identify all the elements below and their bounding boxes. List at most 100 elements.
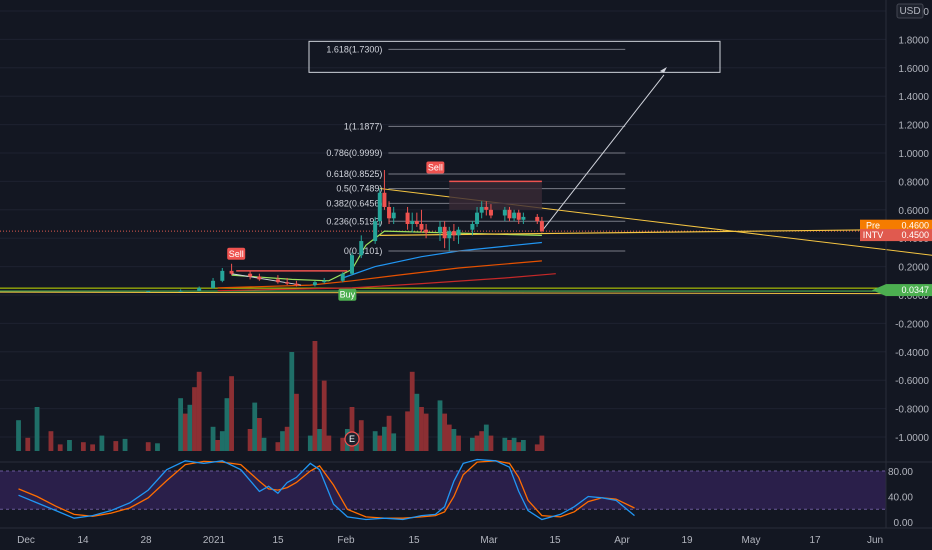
- volume-bar: [479, 431, 485, 451]
- candle-body: [220, 270, 225, 281]
- ma-long: [217, 260, 542, 289]
- time-tick-label: May: [742, 535, 761, 546]
- volume-bar: [182, 413, 188, 451]
- candle-body: [322, 280, 327, 283]
- volume-bar: [414, 393, 420, 451]
- fib-label: 1(1.1877): [344, 121, 383, 131]
- candle-body: [438, 226, 442, 233]
- fib-label: 0.382(0.6456): [326, 198, 382, 208]
- time-tick-label: Mar: [480, 535, 498, 546]
- volume-bar: [80, 442, 86, 451]
- volume-bar: [178, 398, 184, 451]
- volume-bar: [437, 400, 443, 451]
- sell-signal: Sell: [227, 247, 246, 260]
- volume-bar: [215, 440, 221, 451]
- candle-body: [424, 229, 429, 233]
- signal-badge: [338, 288, 357, 301]
- flag-line: [231, 273, 302, 286]
- volume-bar: [326, 435, 332, 451]
- stoch-tick-label: 0.00: [894, 518, 914, 529]
- candle-body: [539, 221, 544, 232]
- buy-signal: Buy: [338, 288, 357, 301]
- earnings-marker[interactable]: E: [344, 431, 360, 447]
- volume-bar: [451, 429, 457, 451]
- projection-arrow: [541, 74, 665, 232]
- signal-label: Buy: [340, 290, 356, 300]
- stoch-k-line: [18, 458, 635, 521]
- price-tick-label: 1.6000: [898, 64, 929, 75]
- candle-body: [456, 229, 461, 236]
- time-tick-label: 15: [272, 535, 284, 546]
- candle-body: [294, 283, 299, 286]
- volume-bar: [192, 387, 197, 451]
- volume-bar: [294, 393, 299, 451]
- volume-bar: [488, 435, 494, 451]
- stoch-tick-label: 80.00: [888, 467, 913, 478]
- volume-bar: [16, 420, 21, 451]
- volume-bar: [409, 371, 415, 451]
- volume-bar: [48, 431, 54, 451]
- price-label-value: 0.0347: [901, 285, 929, 295]
- price-tick-label: 1.0000: [898, 149, 929, 160]
- volume-bar: [358, 420, 364, 451]
- volume-bar: [340, 437, 346, 451]
- volume-bar: [321, 380, 327, 451]
- time-tick-label: Dec: [17, 535, 35, 546]
- currency-label: USD: [899, 6, 920, 17]
- volume-bar: [122, 438, 128, 451]
- volume-bar: [312, 341, 318, 451]
- volume-bar: [90, 444, 96, 451]
- time-tick-label: Feb: [337, 535, 355, 546]
- volume-bar: [247, 429, 253, 451]
- volume-bar: [284, 426, 290, 451]
- candle-body: [359, 241, 364, 256]
- volume-bar: [219, 431, 225, 451]
- candle-body: [516, 212, 521, 220]
- time-tick-label: 14: [77, 535, 89, 546]
- fib-label: 1.618(1.7300): [326, 44, 382, 54]
- candle-body: [350, 255, 354, 274]
- horizontal-trend-line: [379, 229, 887, 236]
- annotations: Sell Buy Sell E: [227, 161, 445, 447]
- candle-body: [257, 276, 262, 280]
- time-tick-label: Jun: [867, 535, 883, 546]
- candle-body: [312, 282, 317, 286]
- volume-bar: [511, 437, 517, 451]
- candle-body: [248, 273, 253, 277]
- candle-body: [442, 226, 447, 239]
- price-tick-label: -1.0000: [895, 433, 929, 444]
- price-label-name: INTV: [863, 230, 884, 240]
- volume-bar: [145, 442, 151, 451]
- volume-bar: [256, 418, 262, 451]
- volume-bar: [386, 415, 392, 451]
- volume-bar: [446, 424, 452, 451]
- candle-body: [285, 282, 290, 284]
- volume-bar: [187, 404, 193, 451]
- candle-body: [178, 290, 183, 292]
- volume-bar: [155, 443, 160, 451]
- price-label-value: 0.4500: [901, 230, 929, 240]
- currency-badge[interactable]: [896, 3, 924, 19]
- signal-badge: [227, 247, 246, 260]
- price-label-name-bg: [860, 229, 886, 242]
- candle-body: [275, 279, 280, 283]
- candle-body: [340, 273, 345, 281]
- signal-badge: [426, 161, 445, 174]
- candle-body: [391, 212, 396, 219]
- volume-bar: [210, 426, 216, 451]
- price-tick-label: -0.4000: [895, 348, 929, 359]
- candle-body: [146, 291, 151, 293]
- volume-bar: [196, 371, 202, 451]
- sell-zone: [449, 181, 542, 210]
- volume-bar: [99, 435, 105, 451]
- volume-bar: [539, 435, 545, 451]
- ma-mid: [342, 241, 542, 279]
- price-label-name: Pre: [866, 221, 880, 231]
- volume-bar: [534, 444, 540, 451]
- fib-label: 0.236(0.5192): [326, 216, 382, 226]
- volume-bar: [289, 352, 295, 451]
- volume-bar: [349, 407, 355, 451]
- volume-bar: [372, 431, 378, 451]
- stoch-d-line: [18, 460, 635, 519]
